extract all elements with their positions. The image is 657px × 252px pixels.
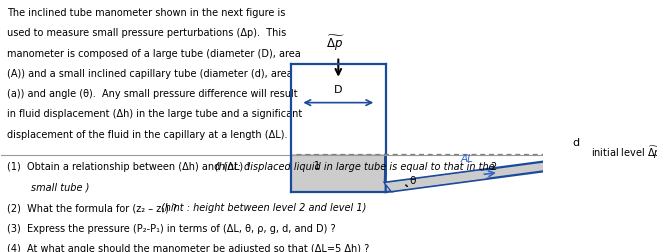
- Polygon shape: [385, 171, 487, 191]
- Text: θ: θ: [409, 176, 415, 185]
- Text: AL: AL: [461, 153, 474, 163]
- Text: The inclined tube manometer shown in the next figure is: The inclined tube manometer shown in the…: [7, 8, 285, 18]
- Text: (2)  What the formula for (z₂ – z₁) ?: (2) What the formula for (z₂ – z₁) ?: [7, 202, 183, 212]
- Text: used to measure small pressure perturbations (Δp).  This: used to measure small pressure perturbat…: [7, 28, 286, 38]
- Text: (4)  At what angle should the manometer be adjusted so that (ΔL=5 Δh) ?: (4) At what angle should the manometer b…: [7, 243, 369, 252]
- Text: manometer is composed of a large tube (diameter (D), area: manometer is composed of a large tube (d…: [7, 48, 300, 58]
- Text: displacement of the fluid in the capillary at a length (ΔL).: displacement of the fluid in the capilla…: [7, 129, 287, 139]
- Text: (3)  Express the pressure (P₂-P₁) in terms of (ΔL, θ, ρ, g, d, and D) ?: (3) Express the pressure (P₂-P₁) in term…: [7, 223, 336, 233]
- Text: in fluid displacement (Δh) in the large tube and a significant: in fluid displacement (Δh) in the large …: [7, 109, 302, 119]
- Text: (hint : height between level 2 and level 1): (hint : height between level 2 and level…: [161, 202, 367, 212]
- Text: 1: 1: [315, 161, 321, 171]
- Text: d: d: [572, 138, 579, 148]
- Text: (hint: displaced liquid in large tube is equal to that in the: (hint: displaced liquid in large tube is…: [215, 162, 495, 172]
- Text: $\widetilde{\Delta p}$: $\widetilde{\Delta p}$: [326, 33, 346, 52]
- Text: initial level $\widetilde{\Delta p}$: initial level $\widetilde{\Delta p}$: [591, 144, 657, 160]
- Text: 2: 2: [490, 162, 496, 171]
- Text: (a)) and angle (θ).  Any small pressure difference will result: (a)) and angle (θ). Any small pressure d…: [7, 89, 298, 99]
- Bar: [291, 154, 386, 192]
- Text: D: D: [334, 84, 342, 94]
- Text: (A)) and a small inclined capillary tube (diameter (d), area: (A)) and a small inclined capillary tube…: [7, 69, 292, 79]
- Polygon shape: [385, 154, 392, 192]
- Polygon shape: [385, 158, 582, 192]
- Text: small tube ): small tube ): [31, 182, 89, 192]
- Text: (1)  Obtain a relationship between (Δh) and (ΔL) !: (1) Obtain a relationship between (Δh) a…: [7, 162, 256, 172]
